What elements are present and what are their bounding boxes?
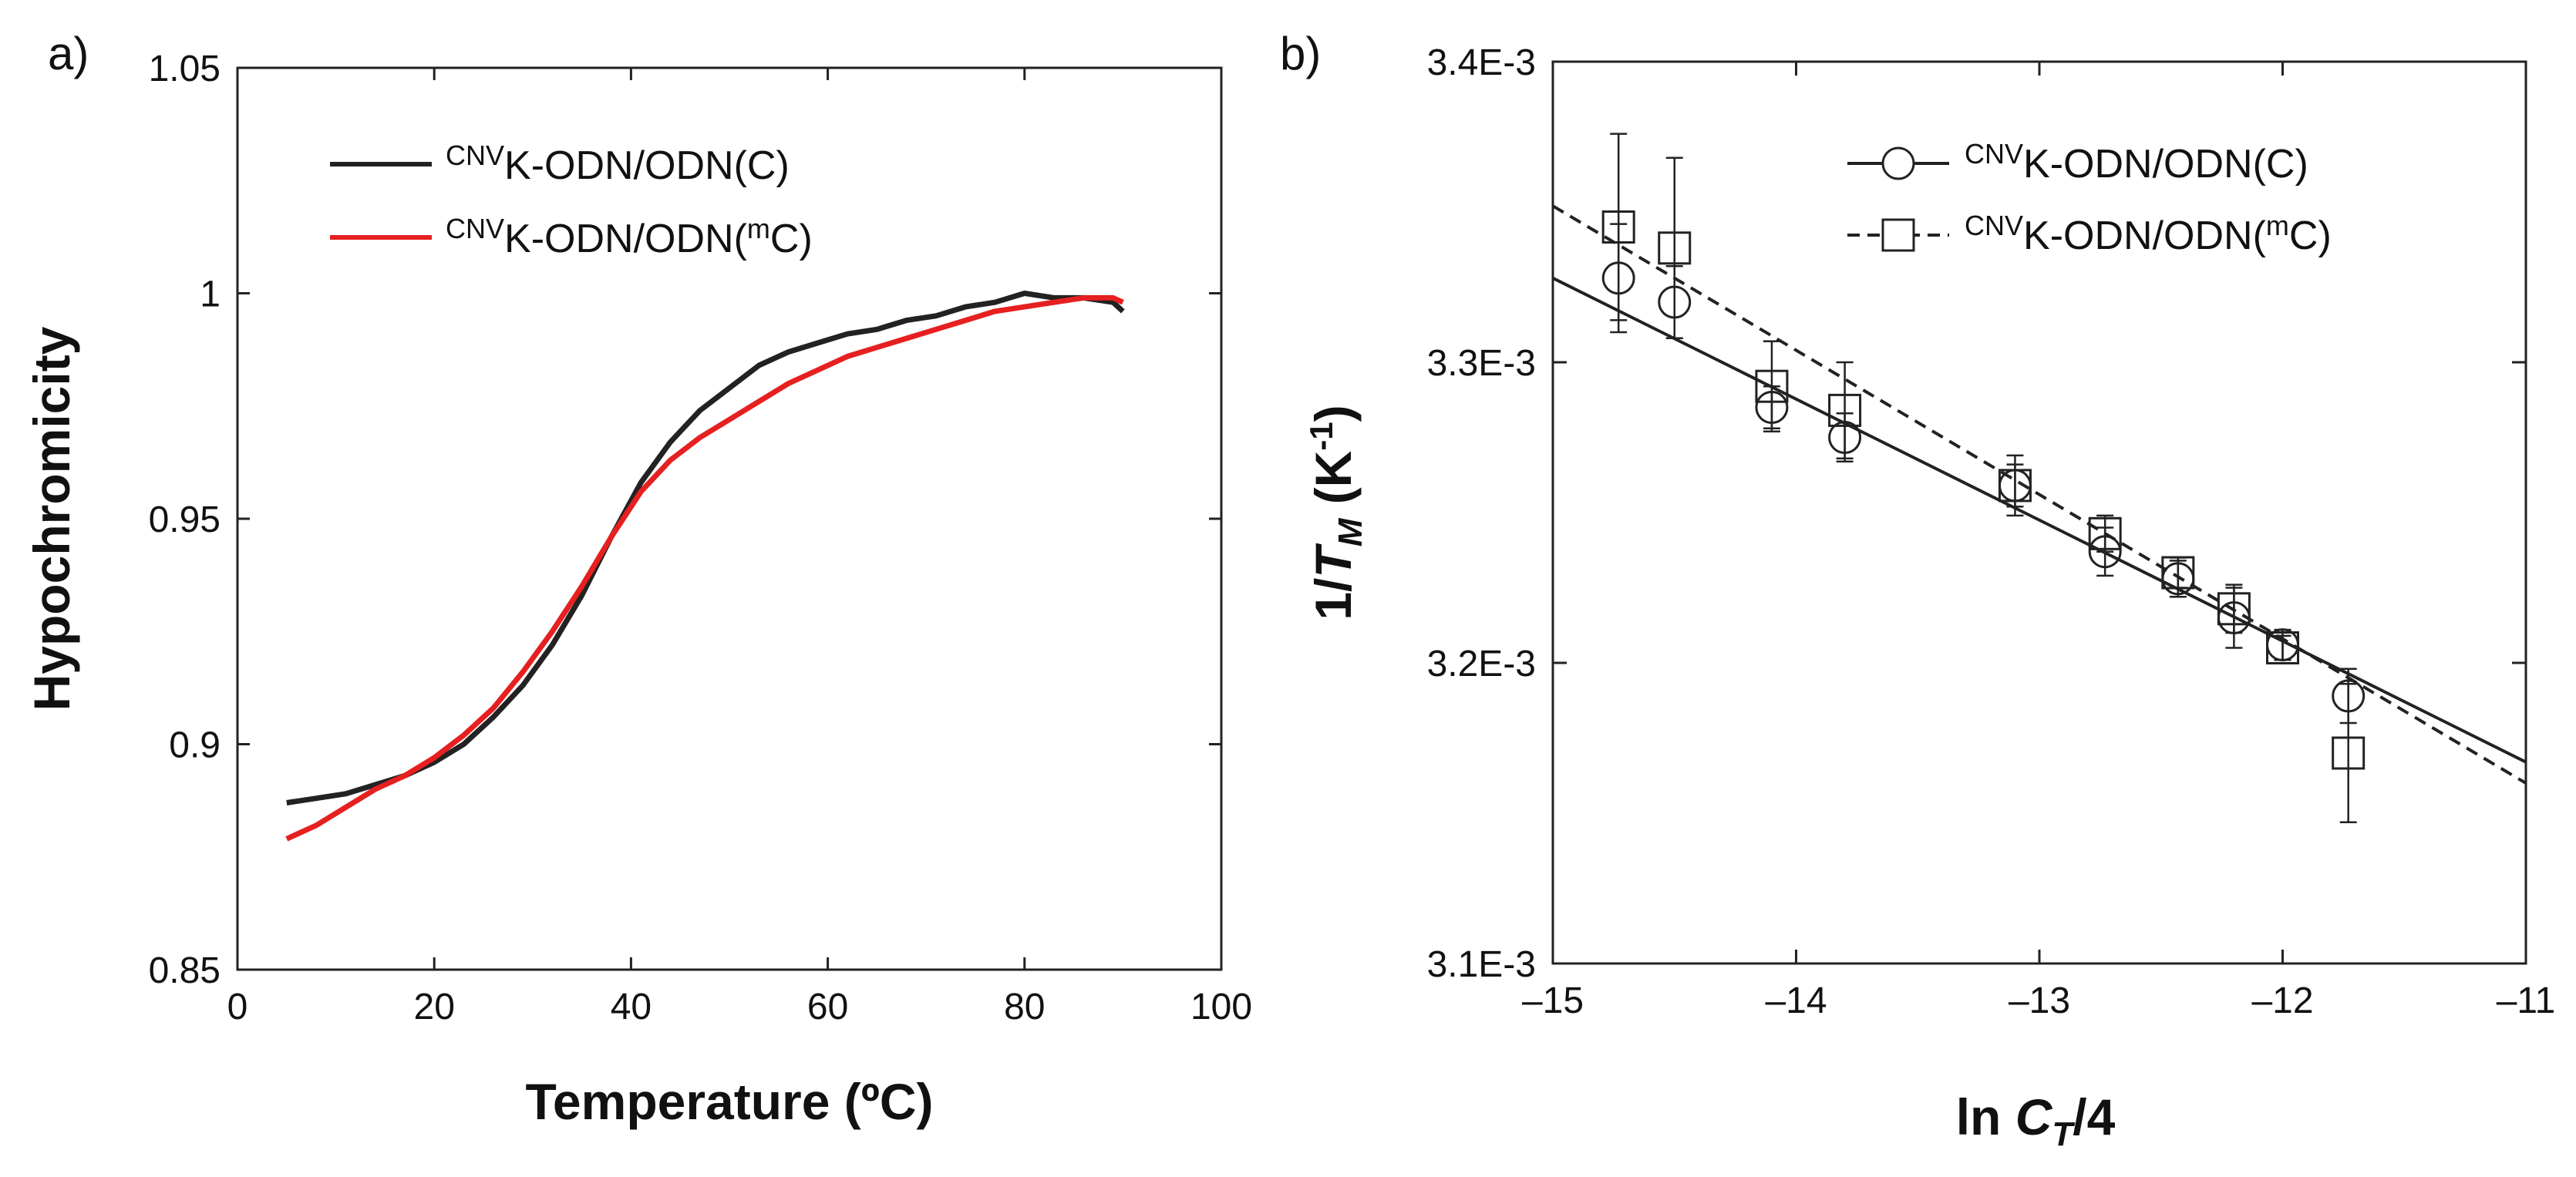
panel-a-series	[285, 291, 1125, 842]
panel-b-legend: CNVK-ODN/ODN(C) CNVK-ODN/ODN(mC)	[1847, 138, 2332, 258]
legend-sup: CNV	[446, 213, 504, 244]
panel-b-point-square	[2217, 592, 2251, 626]
panel-a-y-tick-label: 0.85	[149, 950, 221, 991]
legend-sup: CNV	[1965, 138, 2023, 170]
panel-b-fit-line-1	[1551, 204, 2527, 785]
panel-b-point-square	[2332, 736, 2366, 770]
panel-a-series-line-0	[286, 291, 1125, 805]
panel-a-y-tick-label: 0.9	[169, 725, 221, 766]
xlabel-pre: ln	[1956, 1088, 2015, 1145]
panel-b-legend-label-1: CNVK-ODN/ODN(mC)	[1965, 210, 2332, 258]
panel-b-y-tick-label: 3.4E-3	[1427, 42, 1536, 83]
panel-b-legend-marker-0	[1881, 146, 1915, 180]
panel-a-x-tick-label: 40	[611, 987, 652, 1027]
ylabel-sub: M	[1332, 517, 1369, 546]
legend-main: K-ODN/ODN(C)	[2023, 142, 2308, 187]
panel-b-plot-frame	[1551, 60, 2527, 965]
panel-a-y-tick-label: 0.95	[149, 499, 221, 540]
panel-b-point-square	[2088, 516, 2122, 550]
panel-b-x-tick-label: –15	[1522, 980, 1584, 1021]
panel-a-legend-label-0: CNVK-ODN/ODN(C)	[446, 140, 790, 188]
panel-b-x-axis-title: ln CT/4	[1956, 1088, 2116, 1153]
panel-a-x-ticks: 0 20 40 60 80 100	[227, 68, 1252, 1027]
panel-a-y-axis-title: Hypochromicity	[23, 326, 80, 711]
legend-end: C)	[2289, 214, 2332, 258]
panel-a-y-tick-label: 1	[200, 274, 221, 315]
panel-a-x-tick-label: 80	[1004, 987, 1045, 1027]
panel-a-series-line-1	[285, 294, 1124, 842]
panel-b-x-tick-label: –11	[2497, 980, 2556, 1021]
panel-a-x-tick-label: 0	[227, 987, 248, 1027]
panel-b-x-tick-label: –13	[2009, 980, 2070, 1021]
panel-b-point-square	[1755, 369, 1789, 403]
panel-b-point-square	[2266, 631, 2299, 664]
panel-b-legend-label-0: CNVK-ODN/ODN(C)	[1965, 138, 2308, 187]
legend-main: K-ODN/ODN(	[2023, 214, 2267, 258]
xlabel-italic: C	[2015, 1088, 2053, 1145]
panel-b-x-tick-label: –12	[2251, 980, 2313, 1021]
panel-a-plot-frame	[236, 66, 1223, 971]
panel-a-y-ticks: 0.85 0.9 0.95 1 1.05	[149, 49, 1221, 991]
panel-b-point-square	[2161, 556, 2195, 590]
legend-sup: CNV	[1965, 210, 2023, 241]
panel-a-label: a)	[48, 28, 89, 79]
legend-sup-m: m	[2266, 210, 2289, 241]
panel-b-fit-line-0	[1552, 277, 2527, 764]
ylabel-italic: T	[1305, 543, 1362, 578]
legend-sup-m: m	[747, 213, 770, 244]
panel-a-legend-label-1: CNVK-ODN/ODN(mC)	[446, 213, 813, 261]
panel-b: b) –15 –14 –13 –12 –11 3.1E-3 3.2E-3 3.3E-3 3.4…	[1280, 28, 2555, 1153]
panel-b-x-ticks: –15 –14 –13 –12 –11	[1522, 62, 2555, 1021]
panel-b-y-axis-title: 1/TM (K-1)	[1303, 405, 1369, 620]
panel-b-label: b)	[1280, 28, 1321, 79]
panel-b-point-square	[1658, 231, 1692, 265]
legend-main: K-ODN/ODN(	[504, 217, 748, 261]
panel-b-y-tick-label: 3.1E-3	[1427, 944, 1536, 985]
xlabel-post: /4	[2073, 1088, 2115, 1145]
panel-a-x-axis-title: Temperature (ºC)	[526, 1073, 934, 1130]
ylabel-end: )	[1305, 405, 1362, 422]
panel-b-y-ticks: 3.1E-3 3.2E-3 3.3E-3 3.4E-3	[1427, 42, 2526, 985]
legend-sup: CNV	[446, 140, 504, 171]
panel-a-legend: CNVK-ODN/ODN(C) CNVK-ODN/ODN(mC)	[330, 140, 813, 261]
panel-b-point-square	[1828, 393, 1862, 427]
legend-end: C)	[770, 217, 813, 261]
legend-main: K-ODN/ODN(C)	[504, 143, 790, 188]
panel-b-y-tick-label: 3.3E-3	[1427, 343, 1536, 384]
panel-b-legend-marker-1	[1881, 218, 1915, 252]
panel-b-point-square	[1601, 210, 1635, 244]
panel-b-y-tick-label: 3.2E-3	[1427, 644, 1536, 684]
panel-a-x-tick-label: 20	[414, 987, 455, 1027]
panel-a-y-tick-label: 1.05	[149, 49, 221, 89]
panel-a: a) 0 20 40 60 80 100 0.85 0.9 0.95 1 1.05 Tempera…	[23, 28, 1252, 1130]
ylabel-sup: -1	[1303, 422, 1339, 450]
ylabel-pre: 1/	[1305, 578, 1362, 620]
ylabel-post: (K	[1305, 450, 1362, 518]
panel-b-series	[1551, 133, 2527, 823]
panel-a-x-tick-label: 60	[807, 987, 848, 1027]
panel-b-point-square	[1998, 469, 2032, 503]
xlabel-sub: T	[2052, 1115, 2075, 1153]
panel-a-x-tick-label: 100	[1190, 987, 1252, 1027]
panel-b-x-tick-label: –14	[1765, 980, 1827, 1021]
